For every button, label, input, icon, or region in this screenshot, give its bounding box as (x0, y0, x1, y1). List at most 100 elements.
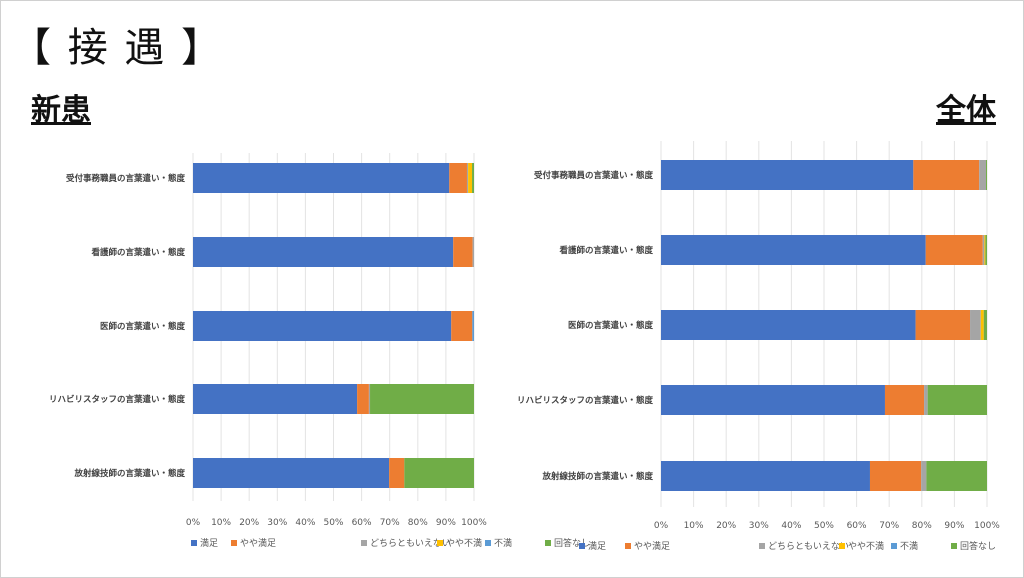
x-tick-label: 50% (814, 521, 834, 531)
legend-label: やや満足 (240, 538, 276, 549)
bar-segment (368, 384, 371, 414)
x-tick-label: 40% (781, 521, 801, 531)
legend-swatch (839, 543, 845, 549)
legend-swatch (485, 540, 491, 546)
bar-segment (370, 384, 474, 414)
bar-segment (985, 235, 987, 265)
bar-segment (193, 237, 454, 267)
bar-segment (451, 311, 473, 341)
legend-label: 回答なし (960, 540, 996, 552)
legend-swatch (951, 543, 957, 549)
bar-segment (986, 160, 987, 190)
legend-swatch (437, 540, 443, 546)
chart-title-new-patients: 新患 (31, 93, 91, 128)
bar-segment (979, 160, 987, 190)
bar-segment (926, 461, 987, 491)
legend-swatch (545, 540, 551, 546)
category-label: 受付事務職員の言葉遣い・態度 (66, 173, 186, 184)
legend-label: やや満足 (634, 541, 670, 552)
x-tick-label: 30% (749, 521, 769, 531)
legend-label: 満足 (200, 538, 218, 549)
x-tick-label: 30% (267, 518, 287, 528)
bar-segment (924, 385, 928, 415)
bar-segment (472, 237, 474, 267)
bar-segment (983, 310, 987, 340)
bar-segment (921, 461, 927, 491)
legend-swatch (361, 540, 367, 546)
category-label: 医師の言葉遣い・態度 (100, 321, 186, 332)
bar-segment (468, 163, 473, 193)
bar-segment (984, 235, 986, 265)
legend-label: 不満 (494, 538, 512, 549)
bar-segment (193, 458, 390, 488)
x-tick-label: 100% (974, 521, 1000, 531)
bar-segment (661, 461, 870, 491)
x-tick-label: 80% (912, 521, 932, 531)
bar-segment (466, 163, 469, 193)
legend-label: どちらともいえない (370, 538, 451, 549)
chart-title-overall: 全体 (936, 93, 996, 128)
x-tick-label: 100% (461, 518, 487, 528)
bar-segment (472, 163, 474, 193)
category-label: リハビリスタッフの言葉遣い・態度 (49, 394, 186, 405)
bar-segment (980, 310, 984, 340)
x-tick-label: 50% (323, 518, 343, 528)
x-tick-label: 80% (408, 518, 428, 528)
bar-segment (404, 458, 474, 488)
bar-segment (913, 160, 980, 190)
legend-label: 満足 (588, 541, 606, 552)
x-tick-label: 90% (436, 518, 456, 528)
category-label: 放射線技師の言葉遣い・態度 (73, 468, 185, 479)
bar-segment (389, 458, 405, 488)
bar-segment (472, 311, 474, 341)
x-tick-label: 20% (239, 518, 259, 528)
x-tick-label: 0% (186, 518, 201, 528)
bar-segment (661, 310, 916, 340)
x-tick-label: 10% (211, 518, 231, 528)
legend-swatch (579, 543, 585, 549)
legend-label: どちらともいえない (768, 541, 849, 552)
x-tick-label: 40% (295, 518, 315, 528)
bar-segment (661, 385, 885, 415)
x-tick-label: 70% (879, 521, 899, 531)
x-tick-label: 70% (380, 518, 400, 528)
category-label: 受付事務職員の言葉遣い・態度 (534, 170, 654, 181)
legend-swatch (891, 543, 897, 549)
bar-segment (884, 385, 925, 415)
bar-segment (193, 384, 358, 414)
bar-segment (970, 310, 981, 340)
category-label: 医師の言葉遣い・態度 (568, 320, 654, 331)
category-label: 看護師の言葉遣い・態度 (558, 245, 653, 256)
bar-segment (982, 235, 985, 265)
legend-swatch (231, 540, 237, 546)
category-label: 看護師の言葉遣い・態度 (90, 247, 185, 258)
bar-segment (453, 237, 473, 267)
x-tick-label: 90% (944, 521, 964, 531)
legend-label: 不満 (900, 541, 918, 552)
bar-segment (661, 235, 926, 265)
x-tick-label: 60% (352, 518, 372, 528)
bar-segment (661, 160, 914, 190)
bar-segment (927, 385, 987, 415)
legend-swatch (759, 543, 765, 549)
bar-segment (357, 384, 369, 414)
legend-label: やや不満 (446, 538, 482, 549)
slide-title: 【 接 遇 】 (11, 25, 224, 71)
bar-segment (193, 163, 450, 193)
category-label: リハビリスタッフの言葉遣い・態度 (517, 395, 654, 406)
legend-swatch (191, 540, 197, 546)
bar-segment (193, 311, 452, 341)
category-label: 放射線技師の言葉遣い・態度 (541, 471, 653, 482)
bar-segment (915, 310, 971, 340)
legend-label: やや不満 (848, 541, 884, 552)
x-tick-label: 0% (654, 521, 669, 531)
x-tick-label: 10% (684, 521, 704, 531)
x-tick-label: 60% (847, 521, 867, 531)
bar-segment (869, 461, 922, 491)
legend-swatch (625, 543, 631, 549)
bar-segment (449, 163, 467, 193)
x-tick-label: 20% (716, 521, 736, 531)
bar-segment (925, 235, 983, 265)
